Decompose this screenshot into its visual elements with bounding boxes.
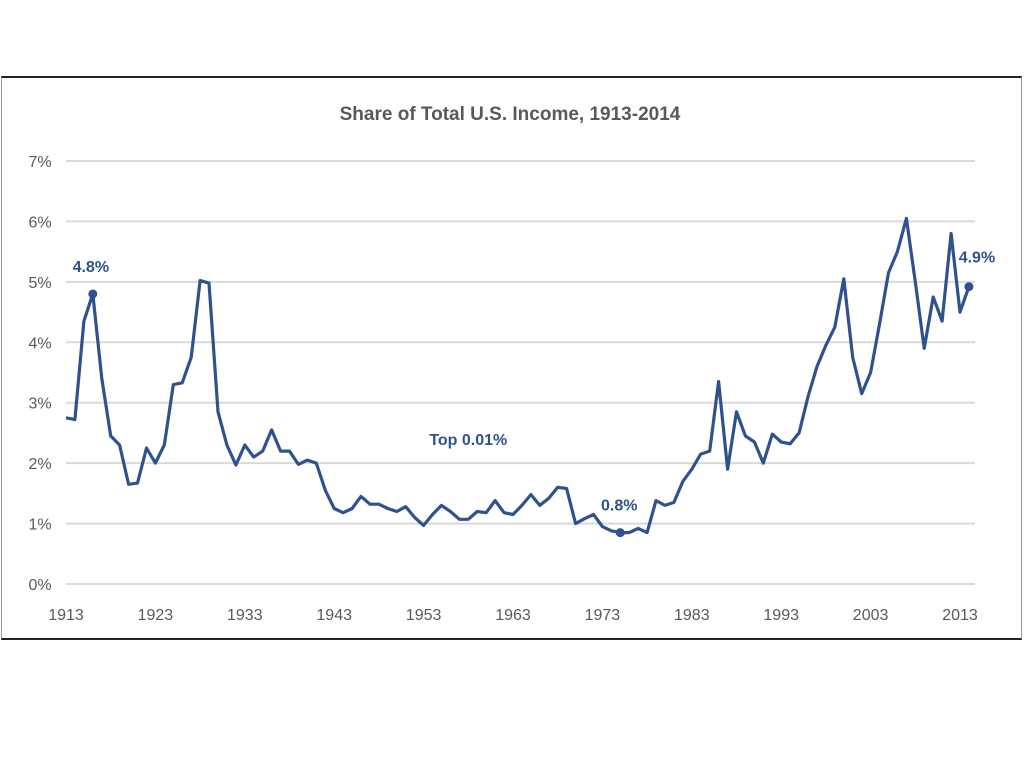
x-tick-label: 1913 [48,607,84,624]
series-label: Top 0.01% [429,432,507,449]
y-tick-label: 2% [28,456,51,473]
y-tick-label: 6% [28,214,51,231]
data-label: 4.9% [959,250,995,267]
data-label: 4.8% [73,259,109,276]
data-point-marker [88,289,98,299]
x-tick-label: 1993 [763,607,799,624]
x-tick-label: 1943 [316,607,352,624]
x-tick-label: 1983 [674,607,710,624]
data-point-marker [964,282,974,292]
y-tick-label: 7% [28,154,51,171]
series-line [65,216,971,535]
y-tick-label: 4% [28,335,51,352]
x-tick-label: 1933 [227,607,263,624]
x-tick-label: 1923 [138,607,174,624]
y-tick-label: 3% [28,396,51,413]
y-tick-label: 5% [28,275,51,292]
x-tick-label: 2003 [853,607,889,624]
y-tick-label: 1% [28,517,51,534]
x-tick-label: 1973 [585,607,621,624]
chart-title: Share of Total U.S. Income, 1913-2014 [340,104,681,125]
x-tick-label: 2013 [942,607,978,624]
data-label: 0.8% [601,498,637,515]
y-tick-label: 0% [28,577,51,594]
x-tick-label: 1963 [495,607,531,624]
data-point-marker [615,528,625,538]
x-tick-label: 1953 [406,607,442,624]
